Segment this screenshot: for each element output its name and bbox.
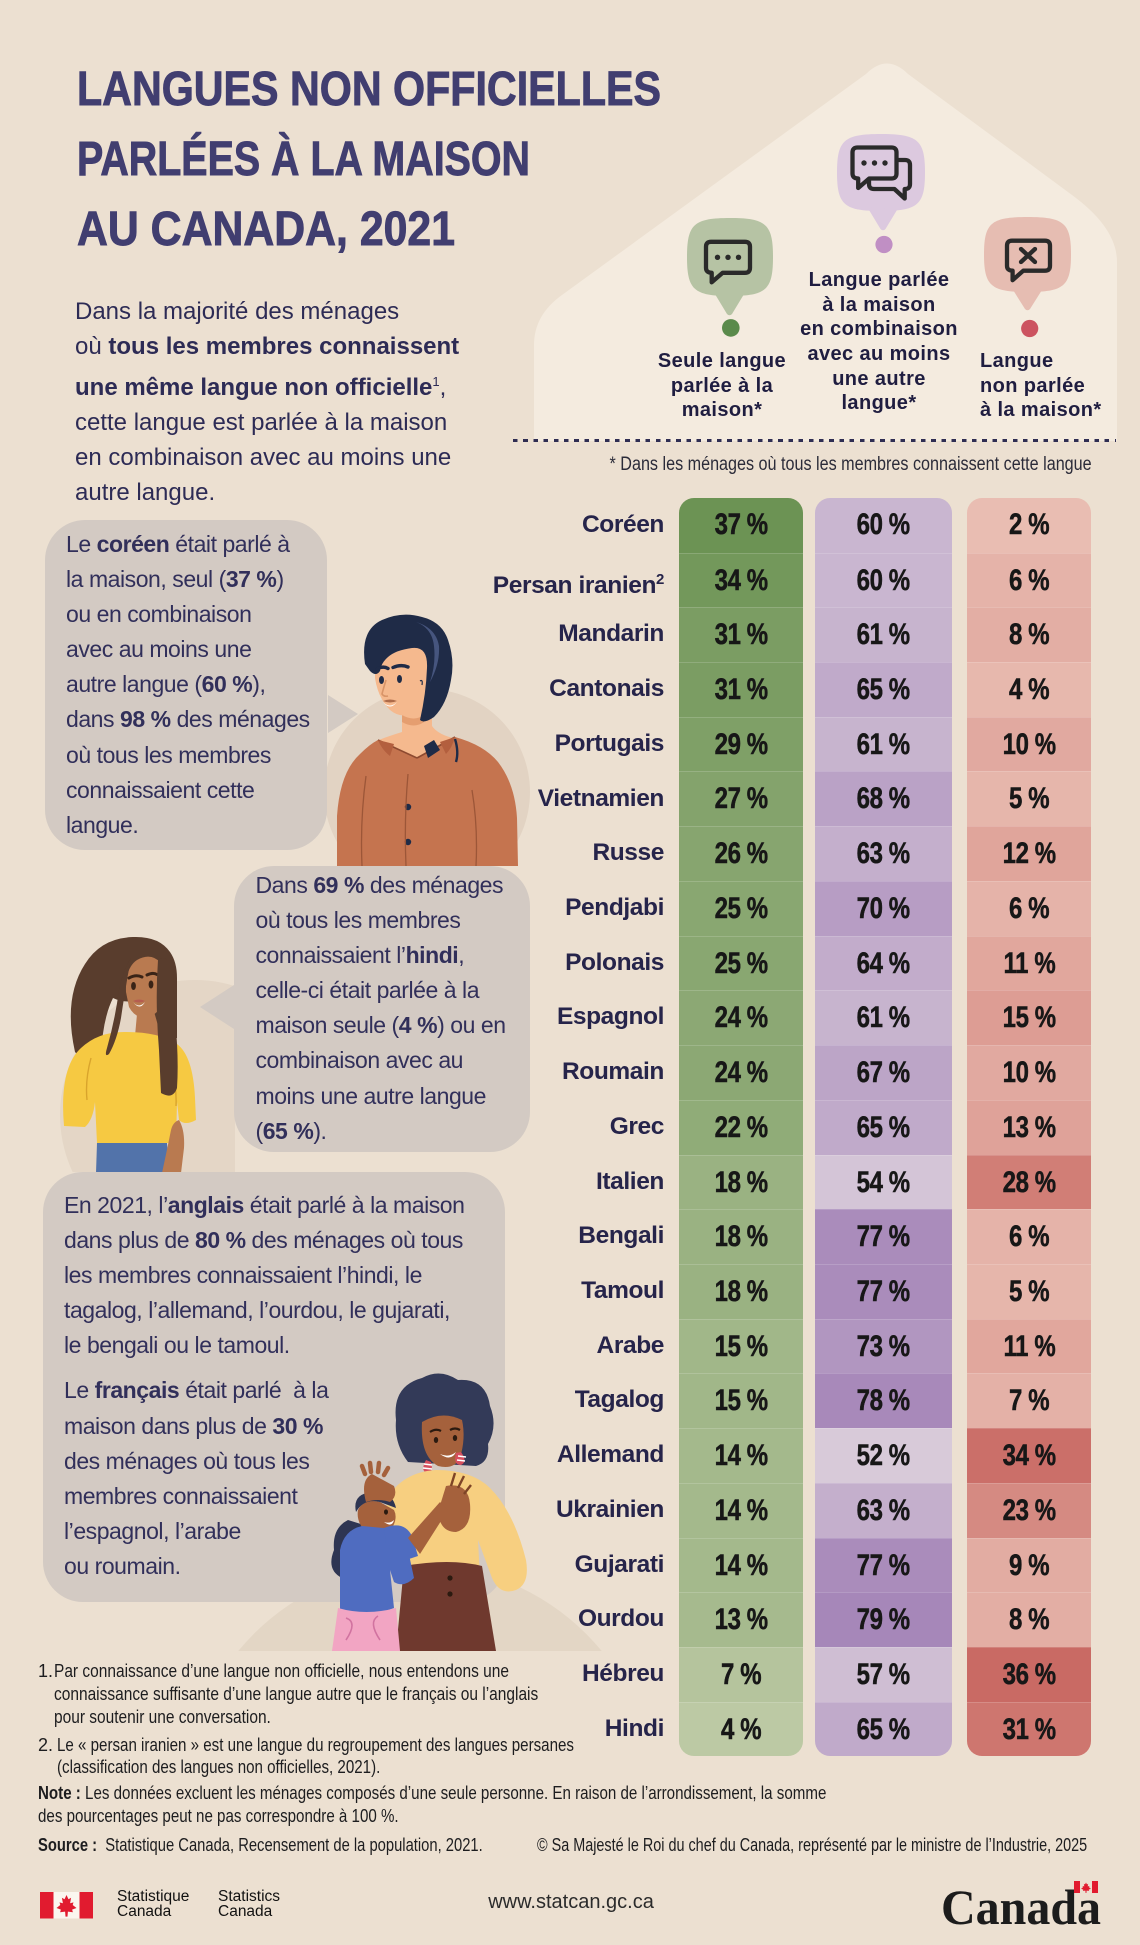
svg-text:LANGUES NON OFFICIELLES: LANGUES NON OFFICIELLES — [77, 63, 661, 116]
svg-text:AU CANADA, 2021: AU CANADA, 2021 — [77, 203, 455, 256]
svg-text:PARLÉES À LA MAISON: PARLÉES À LA MAISON — [77, 132, 530, 186]
